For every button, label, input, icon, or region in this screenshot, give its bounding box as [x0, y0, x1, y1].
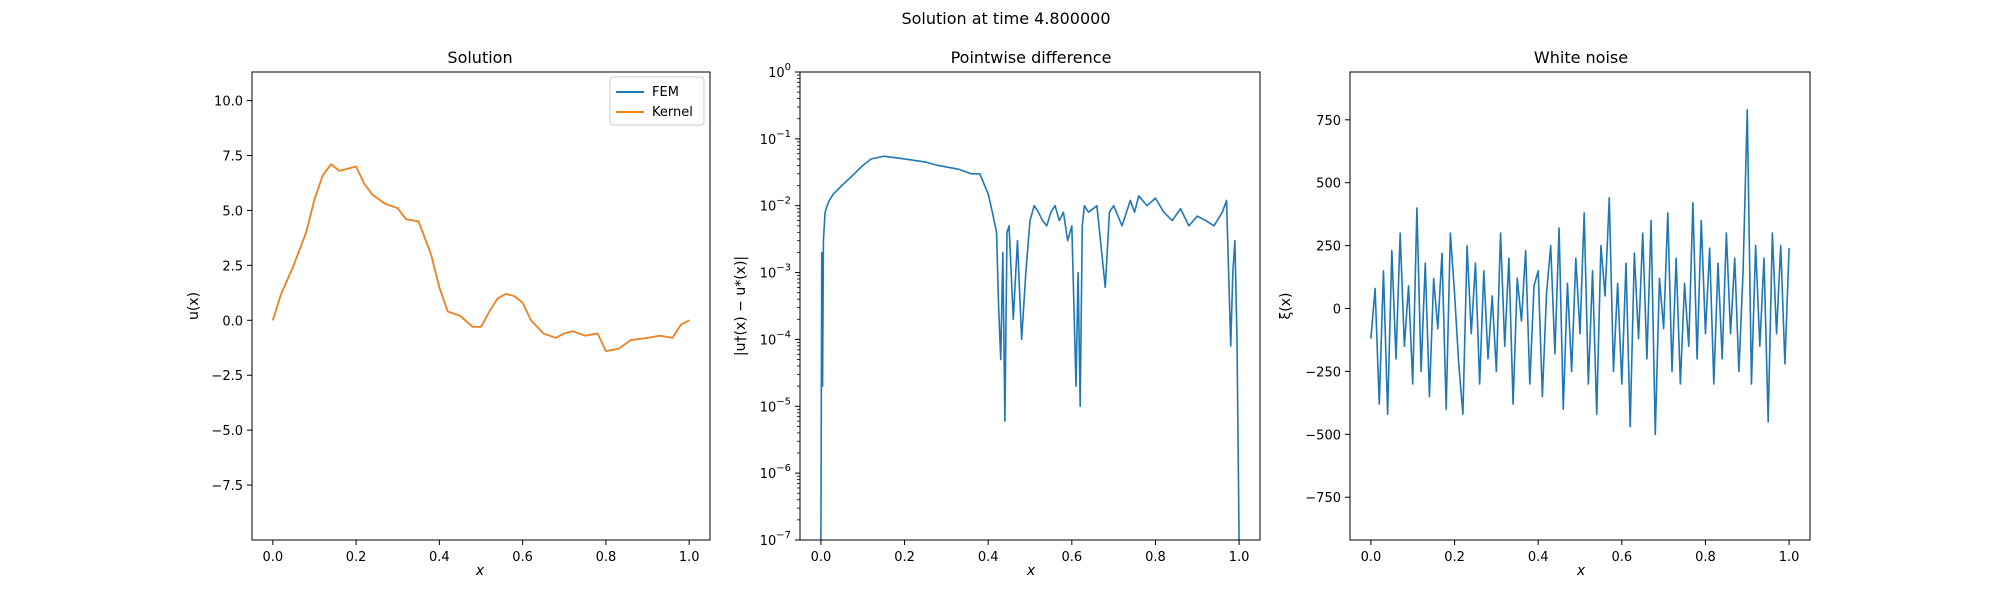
figure-suptitle: Solution at time 4.800000 — [901, 9, 1110, 28]
solution-ytick-label: 7.5 — [222, 149, 243, 164]
solution-xtick-label: 0.0 — [262, 550, 283, 565]
noise-ytick-label: 250 — [1316, 240, 1341, 255]
solution-xtick-label: 0.4 — [429, 550, 450, 565]
solution-axes-frame — [251, 71, 711, 541]
panel-white-noise: 0.0 0.2 0.4 0.6 0.8 1.0 −750 −500 −250 0 250 500 750… — [1278, 48, 1811, 579]
noise-xtick-label: 0.0 — [1361, 550, 1382, 565]
difference-ytick-label: 10−4 — [760, 329, 791, 348]
difference-ytick-label: 10−7 — [760, 530, 791, 549]
noise-xtick-label: 0.2 — [1444, 550, 1465, 565]
solution-ytick-label: 0.0 — [222, 314, 243, 329]
difference-ytick-label: 10−3 — [760, 263, 791, 282]
noise-xtick-label: 0.6 — [1611, 550, 1632, 565]
solution-xtick-label: 0.8 — [596, 550, 617, 565]
solution-xtick-label: 1.0 — [679, 550, 700, 565]
panel-solution: 0.0 0.2 0.4 0.6 0.8 1.0 −7.5 −5.0 −2.5 0.0 2.5 5.0 7… — [186, 48, 711, 579]
noise-ytick-label: 0 — [1333, 303, 1341, 318]
noise-ytick-label: −250 — [1305, 365, 1341, 380]
difference-xtick-label: 0.4 — [978, 550, 999, 565]
difference-xtick-label: 0.6 — [1061, 550, 1082, 565]
legend-label-fem: FEM — [652, 85, 679, 100]
solution-ylabel: u(x) — [186, 292, 202, 320]
solution-ytick-label: −5.0 — [211, 424, 243, 439]
noise-xtick-label: 1.0 — [1779, 550, 1800, 565]
difference-title: Pointwise difference — [951, 48, 1112, 67]
difference-xtick-label: 1.0 — [1229, 550, 1250, 565]
difference-ytick-label: 100 — [768, 62, 791, 81]
legend-label-kernel: Kernel — [652, 105, 693, 120]
solution-xtick-label: 0.2 — [346, 550, 367, 565]
noise-xtick-label: 0.8 — [1695, 550, 1716, 565]
solution-ytick-label: 10.0 — [214, 95, 243, 110]
noise-ytick-label: 500 — [1316, 177, 1341, 192]
difference-ytick-label: 10−5 — [760, 396, 791, 415]
difference-xtick-label: 0.2 — [894, 550, 915, 565]
solution-title: Solution — [447, 48, 512, 67]
panel-pointwise-difference: 0.0 0.2 0.4 0.6 0.8 1.0 10−7 10−6 10−5 10−4 10−3 10… — [733, 48, 1261, 579]
difference-ytick-label: 10−6 — [760, 463, 791, 482]
noise-ytick-label: −750 — [1305, 491, 1341, 506]
noise-xtick-label: 0.4 — [1528, 550, 1549, 565]
difference-xlabel: x — [1026, 563, 1036, 579]
solution-ytick-label: 5.0 — [222, 204, 243, 219]
solution-ytick-label: −2.5 — [211, 369, 243, 384]
noise-ylabel: ξ(x) — [1278, 292, 1294, 319]
difference-series-series-0 — [820, 155, 1240, 541]
noise-title: White noise — [1534, 48, 1628, 67]
solution-series-fem — [272, 163, 690, 352]
noise-ytick-label: −500 — [1305, 428, 1341, 443]
difference-ytick-label: 10−2 — [760, 196, 791, 215]
difference-xtick-label: 0.0 — [811, 550, 832, 565]
difference-xtick-label: 0.8 — [1145, 550, 1166, 565]
solution-legend: FEM Kernel — [609, 76, 705, 126]
noise-series-series-0 — [1370, 108, 1790, 436]
difference-ytick-label: 10−1 — [760, 129, 791, 148]
solution-series-kernel — [272, 163, 690, 352]
difference-ylabel: |u†(x) − u*(x)| — [733, 256, 749, 356]
noise-xlabel: x — [1576, 563, 1586, 579]
noise-ytick-label: 750 — [1316, 114, 1341, 129]
solution-ytick-label: −7.5 — [211, 479, 243, 494]
difference-axes-frame — [799, 71, 1261, 541]
solution-xlabel: x — [475, 563, 485, 579]
noise-axes-frame — [1349, 71, 1811, 541]
solution-ytick-label: 2.5 — [222, 259, 243, 274]
solution-xtick-label: 0.6 — [512, 550, 533, 565]
